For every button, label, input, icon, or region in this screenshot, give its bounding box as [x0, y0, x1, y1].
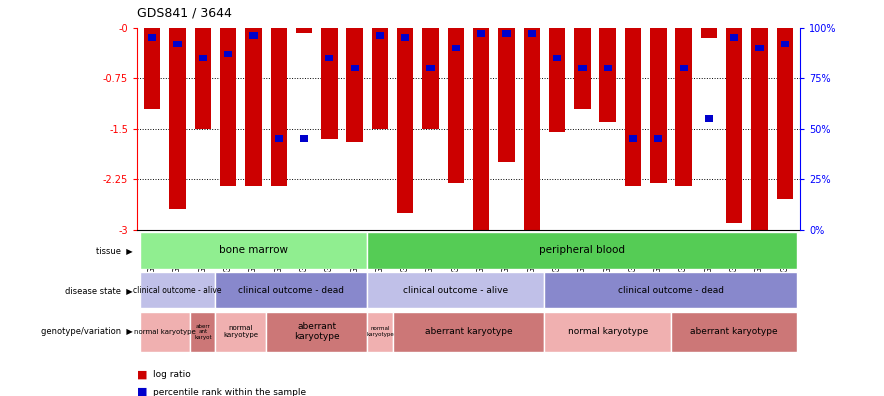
Bar — [190, 312, 216, 352]
Bar — [140, 312, 190, 352]
Bar — [650, 28, 667, 183]
Bar — [401, 34, 409, 41]
Text: clinical outcome - alive: clinical outcome - alive — [133, 286, 222, 295]
Bar — [599, 28, 616, 122]
Bar — [781, 40, 789, 47]
Bar — [266, 312, 367, 352]
Bar — [245, 28, 262, 186]
Bar — [452, 44, 460, 51]
Bar — [502, 30, 511, 37]
Bar — [216, 312, 266, 352]
Bar — [194, 28, 211, 129]
Bar — [397, 28, 414, 213]
Bar — [477, 30, 485, 37]
Bar — [675, 28, 692, 186]
Text: aberrant karyotype: aberrant karyotype — [690, 327, 778, 336]
Bar — [220, 28, 236, 186]
Text: percentile rank within the sample: percentile rank within the sample — [153, 388, 306, 396]
Text: ■: ■ — [137, 369, 148, 379]
Text: log ratio: log ratio — [153, 370, 191, 379]
Text: clinical outcome - dead: clinical outcome - dead — [618, 286, 724, 295]
Text: GDS841 / 3644: GDS841 / 3644 — [137, 7, 232, 20]
Bar — [347, 28, 362, 142]
Bar — [149, 34, 156, 41]
Bar — [199, 55, 207, 61]
Text: aberr
ant
karyot: aberr ant karyot — [194, 324, 211, 339]
Text: clinical outcome - dead: clinical outcome - dead — [239, 286, 345, 295]
Bar — [705, 115, 713, 122]
Bar — [523, 28, 540, 230]
Bar — [367, 232, 797, 268]
Bar — [473, 28, 490, 230]
Bar — [726, 28, 743, 223]
Bar — [321, 28, 338, 139]
Text: clinical outcome - alive: clinical outcome - alive — [403, 286, 508, 295]
Bar — [426, 65, 435, 71]
Text: aberrant
karyotype: aberrant karyotype — [293, 322, 339, 341]
Bar — [756, 44, 764, 51]
Bar — [367, 272, 545, 308]
Bar — [140, 232, 367, 268]
Bar — [680, 65, 688, 71]
Bar — [730, 34, 738, 41]
Bar — [144, 28, 160, 109]
Bar — [376, 32, 384, 39]
Text: normal karyotype: normal karyotype — [134, 329, 195, 335]
Bar — [499, 28, 514, 162]
Bar — [545, 312, 671, 352]
Text: genotype/variation  ▶: genotype/variation ▶ — [41, 327, 133, 336]
Text: normal
karyotype: normal karyotype — [366, 326, 394, 337]
Bar — [545, 272, 797, 308]
Text: aberrant karyotype: aberrant karyotype — [424, 327, 513, 336]
Bar — [169, 28, 186, 209]
Bar — [447, 28, 464, 183]
Bar — [296, 28, 312, 33]
Bar — [224, 51, 232, 57]
Bar — [275, 135, 283, 142]
Bar — [553, 55, 561, 61]
Bar — [392, 312, 545, 352]
Bar — [216, 272, 367, 308]
Text: peripheral blood: peripheral blood — [539, 246, 625, 255]
Bar — [372, 28, 388, 129]
Bar — [140, 272, 216, 308]
Bar — [367, 312, 392, 352]
Bar — [578, 65, 586, 71]
Bar — [300, 135, 309, 142]
Bar — [604, 65, 612, 71]
Bar — [423, 28, 438, 129]
Bar — [528, 30, 536, 37]
Bar — [701, 28, 717, 38]
Text: normal karyotype: normal karyotype — [568, 327, 648, 336]
Bar — [654, 135, 662, 142]
Bar — [625, 28, 641, 186]
Bar — [671, 312, 797, 352]
Bar — [629, 135, 637, 142]
Text: ■: ■ — [137, 387, 148, 396]
Bar — [351, 65, 359, 71]
Bar — [173, 40, 181, 47]
Text: normal
karyotype: normal karyotype — [224, 326, 258, 338]
Text: disease state  ▶: disease state ▶ — [65, 286, 133, 295]
Bar — [777, 28, 793, 199]
Bar — [549, 28, 565, 132]
Bar — [575, 28, 591, 109]
Bar — [249, 32, 257, 39]
Text: tissue  ▶: tissue ▶ — [95, 246, 133, 255]
Text: bone marrow: bone marrow — [219, 246, 288, 255]
Bar — [751, 28, 768, 230]
Bar — [325, 55, 333, 61]
Bar — [271, 28, 287, 186]
